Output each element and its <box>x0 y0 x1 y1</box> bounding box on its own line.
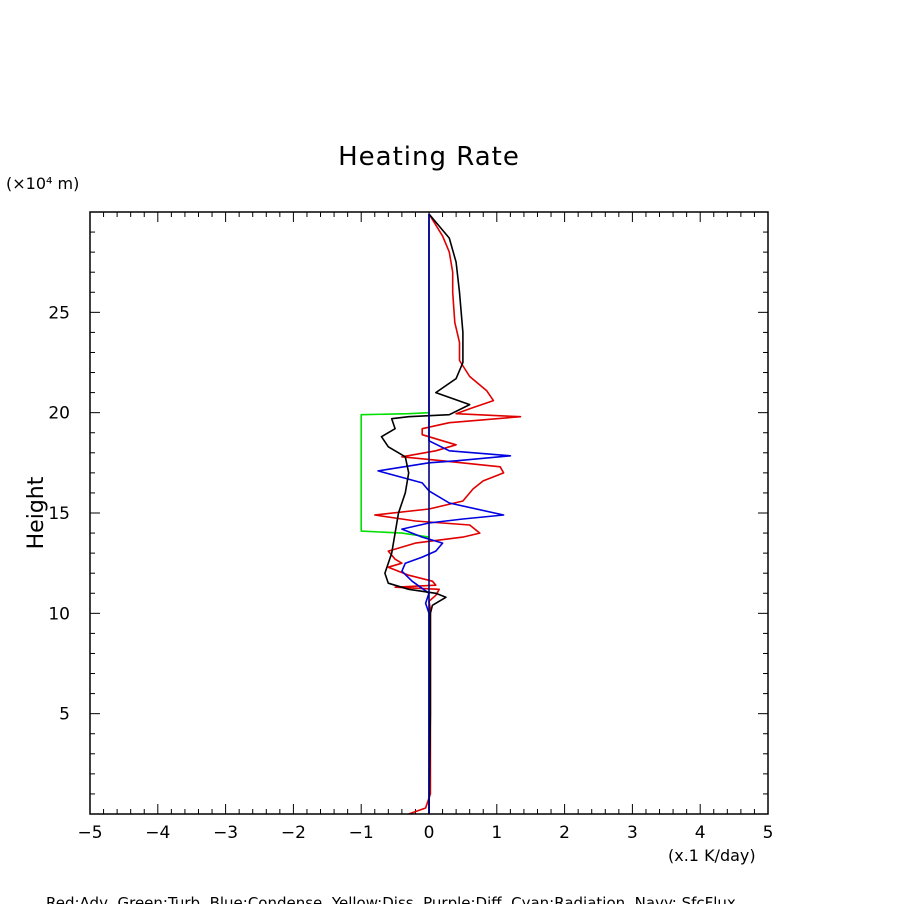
chart-title: Heating Rate <box>338 142 520 172</box>
axis-ticks <box>89 212 769 814</box>
y-tick-label: 5 <box>59 705 70 725</box>
series-line-blue-condense <box>377 214 512 814</box>
x-tick-label: 4 <box>695 823 706 843</box>
x-tick-label: −5 <box>77 823 102 843</box>
series-line-green-turb <box>360 411 430 538</box>
x-tick-label: 1 <box>491 823 502 843</box>
x-tick-label: −2 <box>281 823 306 843</box>
x-tick-label: −1 <box>349 823 374 843</box>
x-tick-label: −4 <box>145 823 170 843</box>
plot-frame <box>89 211 769 815</box>
x-tick-label: 3 <box>627 823 638 843</box>
legend-footer: Red:Adv Green:Turb Blue:Condense Yellow:… <box>46 894 736 904</box>
x-tick-label: 0 <box>424 823 435 843</box>
x-tick-label: 2 <box>559 823 570 843</box>
series-line-black <box>380 213 471 815</box>
y-unit-label: (×10⁴ m) <box>6 174 79 193</box>
tick-labels: −5 −4 −3 −2 −1 0 1 2 3 4 5 5 10 15 20 25 <box>48 303 773 843</box>
x-unit-label: (x.1 K/day) <box>668 846 756 865</box>
y-tick-label: 20 <box>48 404 70 424</box>
y-tick-label: 10 <box>48 604 70 624</box>
x-tick-label: −3 <box>213 823 238 843</box>
y-tick-label: 25 <box>48 303 70 323</box>
y-tick-label: 15 <box>48 504 70 524</box>
x-tick-label: 5 <box>763 823 774 843</box>
y-axis-label: Height <box>24 476 49 549</box>
data-series <box>360 213 522 815</box>
